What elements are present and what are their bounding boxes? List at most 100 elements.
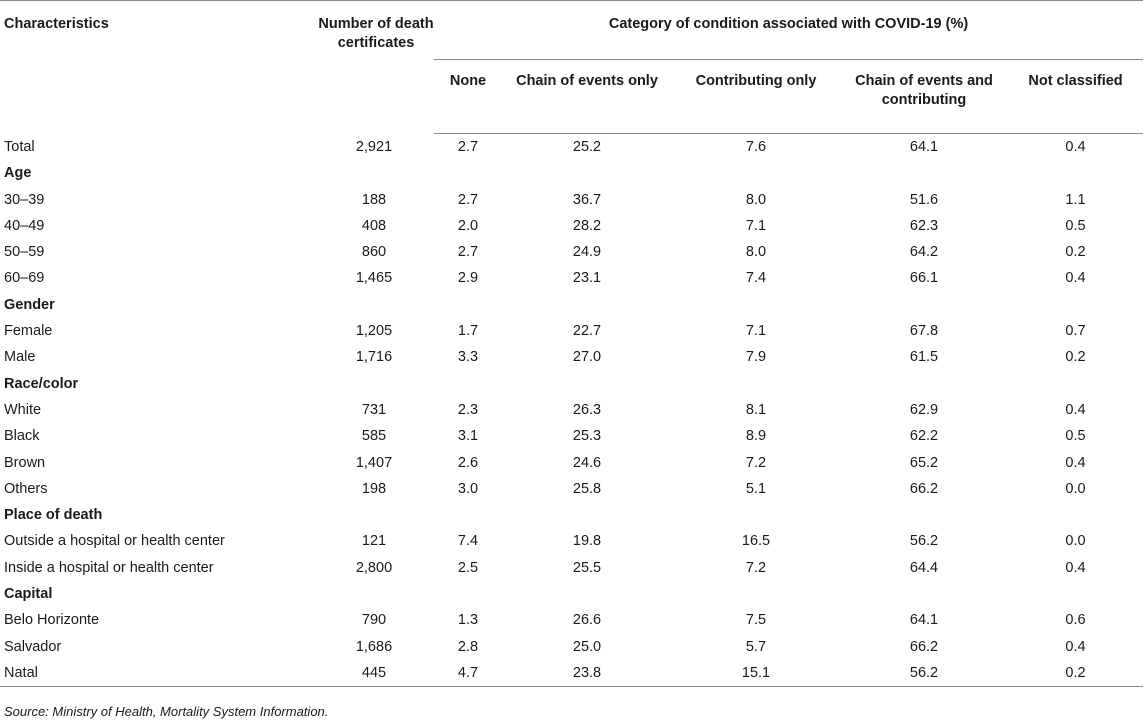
cell-percent: 0.5: [1065, 428, 1086, 445]
cell-percent: 8.0: [745, 191, 767, 208]
table-row: Male 1,716 3.3 27.0 7.9 61.5 0.2: [0, 344, 1143, 370]
table-body: Total 2,921 2.7 25.2 7.6 64.1 0.4 Age 30–39 188 2.…: [0, 134, 1144, 688]
table-row: Black 585 3.1 25.3 8.9 62.2 0.5: [0, 423, 1143, 449]
cell-percent: 0.4: [1065, 139, 1086, 155]
cell-death-certificates: 2,800: [355, 559, 393, 576]
cell-percent: 25.0: [572, 638, 602, 655]
row-label: Black: [4, 428, 40, 445]
cell-percent: 19.8: [572, 533, 602, 550]
cell-death-certificates: 860: [361, 244, 387, 261]
header-characteristics: Characteristics: [0, 0, 268, 134]
table-row: Natal 445 4.7 23.8 15.1 56.2 0.2: [0, 659, 1144, 688]
cell-percent: 0.7: [1065, 323, 1086, 340]
table-row: 50–59 860 2.7 24.9 8.0 64.2 0.2: [0, 239, 1143, 265]
cell-percent: 0.4: [1065, 401, 1086, 418]
cell-percent: 61.5: [909, 349, 939, 366]
cell-percent: 2.5: [457, 559, 479, 576]
group-label: Gender: [4, 296, 55, 313]
row-label: Brown: [4, 454, 46, 471]
cell-percent: 64.4: [909, 559, 939, 576]
cell-death-certificates: 198: [361, 480, 387, 497]
cell-percent: 4.7: [434, 659, 502, 688]
cell-percent: 0.2: [1008, 659, 1144, 688]
cell-percent: 8.9: [745, 428, 767, 445]
header-number-label: Number of death certificates: [318, 16, 434, 51]
cell-percent: 0.2: [1065, 349, 1086, 366]
header-category-none: None: [434, 59, 502, 134]
cell-percent: 62.9: [909, 401, 939, 418]
cell-percent: 0.4: [1065, 638, 1086, 655]
table-group-row: Race/color: [0, 371, 1143, 397]
table-row: Salvador 1,686 2.8 25.0 5.7 66.2 0.4: [0, 634, 1143, 660]
cell-percent: 66.1: [909, 270, 939, 287]
cell-death-certificates: 790: [361, 612, 387, 629]
covid-death-certificates-table: Characteristics Number of death certific…: [0, 0, 1144, 688]
header-number-of-death-certificates: Number of death certificates: [268, 0, 434, 134]
group-label: Race/color: [4, 375, 79, 392]
cell-percent: 25.3: [572, 428, 602, 445]
cell-percent: 7.4: [457, 533, 479, 550]
cell-percent: 15.1: [672, 659, 840, 688]
table-row: Outside a hospital or health center 121 7.…: [0, 528, 1143, 554]
cell-death-certificates: 1,465: [355, 270, 393, 287]
cell-percent: 3.0: [457, 480, 479, 497]
header-category-chain-only: Chain of events only: [502, 59, 672, 134]
cell-percent: 26.3: [572, 401, 602, 418]
cell-death-certificates: 1,716: [355, 349, 393, 366]
cell-percent: 25.8: [572, 480, 602, 497]
cell-percent: 66.2: [909, 480, 939, 497]
header-category-not-classified: Not classified: [1008, 59, 1144, 134]
table-row: 30–39 188 2.7 36.7 8.0 51.6 1.1: [0, 187, 1143, 213]
source-note: Source: Ministry of Health, Mortality Sy…: [4, 704, 329, 719]
cell-percent: 2.3: [457, 401, 479, 418]
table-header: Characteristics Number of death certific…: [0, 0, 1144, 134]
header-category-chain-and-contributing: Chain of events and contributing: [840, 59, 1008, 134]
row-label: 40–49: [4, 217, 45, 234]
table-row: Others 198 3.0 25.8 5.1 66.2 0.0: [0, 476, 1143, 502]
cell-percent: 28.2: [572, 217, 602, 234]
cell-percent: 16.5: [741, 533, 771, 550]
row-label: Outside a hospital or health center: [4, 533, 225, 550]
cell-percent: 36.7: [572, 191, 602, 208]
cell-percent: 23.1: [572, 270, 602, 287]
table-row: Female 1,205 1.7 22.7 7.1 67.8 0.7: [0, 318, 1143, 344]
table-row: Inside a hospital or health center 2,800 2…: [0, 555, 1143, 581]
table-row: Total 2,921 2.7 25.2 7.6 64.1 0.4: [0, 134, 1143, 161]
group-label: Place of death: [4, 507, 103, 524]
cell-percent: 2.7: [457, 244, 479, 261]
table-group-row: Place of death: [0, 502, 1143, 528]
table-row: 40–49 408 2.0 28.2 7.1 62.3 0.5: [0, 213, 1143, 239]
cell-death-certificates: 731: [361, 401, 387, 418]
cell-death-certificates: 121: [361, 533, 387, 550]
cell-death-certificates: 585: [361, 428, 387, 445]
cell-percent: 0.4: [1065, 270, 1086, 287]
cell-percent: 24.6: [572, 454, 602, 471]
cell-percent: 0.0: [1065, 533, 1086, 550]
row-label: 50–59: [4, 244, 45, 261]
cell-percent: 0.4: [1065, 559, 1086, 576]
cell-percent: 0.6: [1065, 612, 1086, 629]
cell-percent: 23.8: [502, 659, 672, 688]
table-group-row: Age: [0, 160, 1143, 186]
cell-percent: 8.0: [745, 244, 767, 261]
row-label: 60–69: [4, 270, 45, 287]
cell-percent: 5.7: [745, 638, 767, 655]
table-row: Belo Horizonte 790 1.3 26.6 7.5 64.1 0.6: [0, 607, 1143, 633]
group-label: Age: [4, 165, 32, 182]
row-label: Inside a hospital or health center: [4, 559, 214, 576]
table-group-row: Gender: [0, 292, 1143, 318]
cell-percent: 26.6: [572, 612, 602, 629]
cell-percent: 2.8: [457, 638, 479, 655]
cell-percent: 7.4: [745, 270, 767, 287]
cell-percent: 64.2: [909, 244, 939, 261]
cell-death-certificates: 2,921: [355, 138, 393, 155]
cell-death-certificates: 445: [268, 659, 434, 688]
cell-percent: 5.1: [745, 480, 767, 497]
cell-percent: 2.0: [457, 217, 479, 234]
header-category-group: Category of condition associated with CO…: [434, 0, 1144, 60]
table-row: 60–69 1,465 2.9 23.1 7.4 66.1 0.4: [0, 265, 1143, 291]
row-label: Total: [4, 138, 35, 155]
cell-percent: 25.2: [572, 139, 602, 155]
cell-percent: 7.9: [745, 349, 767, 366]
cell-percent: 64.1: [909, 139, 939, 155]
